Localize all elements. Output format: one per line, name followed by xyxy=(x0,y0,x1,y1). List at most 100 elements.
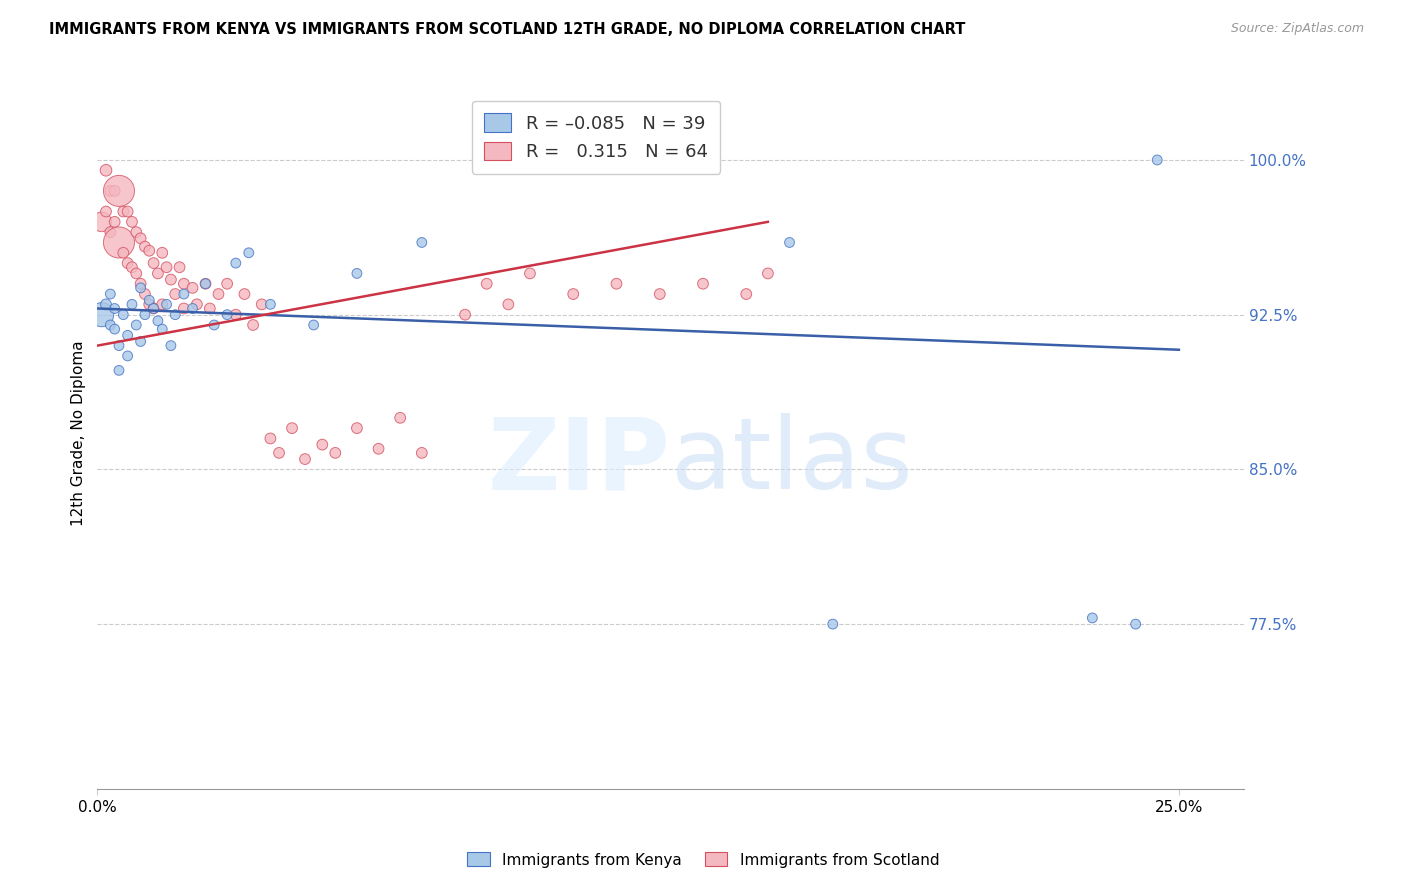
Point xyxy=(112,204,135,219)
Point xyxy=(142,301,165,316)
Point xyxy=(259,432,281,446)
Point xyxy=(108,363,131,377)
Point xyxy=(454,308,477,322)
Point xyxy=(173,287,195,301)
Point xyxy=(150,297,173,311)
Point xyxy=(735,287,758,301)
Point xyxy=(98,318,121,332)
Point xyxy=(90,308,112,322)
Point xyxy=(108,235,131,250)
Legend: R = –0.085   N = 39, R =   0.315   N = 64: R = –0.085 N = 39, R = 0.315 N = 64 xyxy=(471,101,720,174)
Point xyxy=(207,287,229,301)
Point xyxy=(146,314,169,328)
Point xyxy=(1125,617,1147,632)
Point xyxy=(225,256,247,270)
Point xyxy=(311,437,333,451)
Point xyxy=(821,617,844,632)
Point xyxy=(756,267,779,281)
Point xyxy=(104,301,127,316)
Point xyxy=(150,322,173,336)
Point xyxy=(155,260,177,275)
Point xyxy=(138,293,160,308)
Point xyxy=(160,272,183,286)
Point xyxy=(198,301,221,316)
Point xyxy=(90,215,112,229)
Point xyxy=(117,349,139,363)
Point xyxy=(108,184,131,198)
Point xyxy=(648,287,671,301)
Point xyxy=(104,215,127,229)
Point xyxy=(94,297,117,311)
Point xyxy=(165,287,187,301)
Point xyxy=(411,446,433,460)
Point xyxy=(112,308,135,322)
Point xyxy=(98,225,121,239)
Point xyxy=(242,318,264,332)
Point xyxy=(217,277,239,291)
Point xyxy=(173,301,195,316)
Text: Source: ZipAtlas.com: Source: ZipAtlas.com xyxy=(1230,22,1364,36)
Point xyxy=(125,318,148,332)
Point xyxy=(142,256,165,270)
Point xyxy=(267,446,290,460)
Point xyxy=(98,287,121,301)
Point xyxy=(475,277,498,291)
Point xyxy=(155,297,177,311)
Text: ZIP: ZIP xyxy=(488,413,671,510)
Point xyxy=(125,267,148,281)
Point xyxy=(117,328,139,343)
Point xyxy=(94,204,117,219)
Point xyxy=(605,277,627,291)
Point xyxy=(367,442,389,456)
Point xyxy=(1146,153,1168,167)
Point xyxy=(302,318,325,332)
Point xyxy=(129,334,152,349)
Point xyxy=(160,338,183,352)
Point xyxy=(194,277,217,291)
Point xyxy=(112,245,135,260)
Point xyxy=(129,281,152,295)
Point xyxy=(94,163,117,178)
Point xyxy=(146,267,169,281)
Point xyxy=(202,318,225,332)
Legend: Immigrants from Kenya, Immigrants from Scotland: Immigrants from Kenya, Immigrants from S… xyxy=(461,847,945,873)
Point xyxy=(117,256,139,270)
Point xyxy=(134,239,156,253)
Point xyxy=(98,184,121,198)
Point xyxy=(181,281,204,295)
Point xyxy=(323,446,346,460)
Point xyxy=(519,267,541,281)
Point xyxy=(1081,611,1104,625)
Point xyxy=(129,277,152,291)
Point xyxy=(281,421,304,435)
Point xyxy=(121,260,143,275)
Point xyxy=(165,308,187,322)
Point xyxy=(194,277,217,291)
Point xyxy=(411,235,433,250)
Point xyxy=(173,277,195,291)
Point xyxy=(562,287,585,301)
Text: atlas: atlas xyxy=(671,413,912,510)
Point xyxy=(134,287,156,301)
Y-axis label: 12th Grade, No Diploma: 12th Grade, No Diploma xyxy=(72,341,86,526)
Point xyxy=(108,338,131,352)
Point xyxy=(186,297,208,311)
Point xyxy=(346,421,368,435)
Point xyxy=(150,245,173,260)
Point xyxy=(238,245,260,260)
Point xyxy=(125,225,148,239)
Point xyxy=(121,297,143,311)
Point xyxy=(134,308,156,322)
Point xyxy=(259,297,281,311)
Point xyxy=(117,204,139,219)
Point xyxy=(129,231,152,245)
Point xyxy=(138,297,160,311)
Point xyxy=(250,297,273,311)
Point xyxy=(233,287,256,301)
Point xyxy=(169,260,191,275)
Point xyxy=(104,184,127,198)
Point xyxy=(138,244,160,258)
Point xyxy=(181,301,204,316)
Point xyxy=(294,452,316,467)
Point xyxy=(217,308,239,322)
